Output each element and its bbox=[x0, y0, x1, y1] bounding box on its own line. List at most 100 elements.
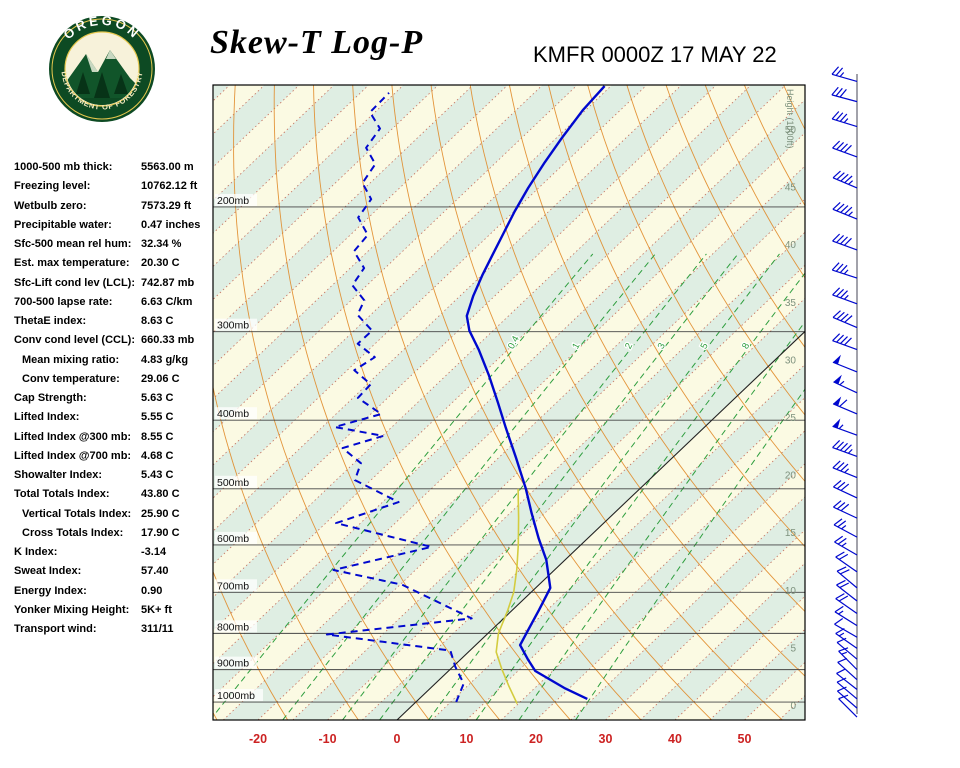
wind-barb bbox=[832, 233, 858, 251]
index-label: 700-500 lapse rate: bbox=[14, 295, 113, 308]
index-label: Energy Index: bbox=[14, 584, 87, 597]
svg-text:30: 30 bbox=[599, 732, 613, 746]
index-row: Mean mixing ratio: 4.83 g/kg bbox=[14, 354, 214, 373]
zero-isotherm bbox=[396, 330, 805, 720]
index-label: K Index: bbox=[14, 546, 58, 558]
wind-barb bbox=[832, 440, 858, 457]
index-value: 20.30 C bbox=[141, 257, 180, 270]
index-value: 43.80 C bbox=[141, 488, 180, 501]
svg-text:800mb: 800mb bbox=[217, 621, 249, 633]
index-value: 311/11 bbox=[141, 623, 174, 635]
index-label: ThetaE index: bbox=[14, 315, 87, 327]
svg-text:20: 20 bbox=[785, 471, 797, 482]
svg-text:5: 5 bbox=[790, 643, 796, 654]
index-label: Lifted Index @300 mb: bbox=[14, 430, 132, 443]
index-value: 5563.00 m bbox=[141, 161, 194, 173]
index-value: 5.55 C bbox=[141, 411, 174, 424]
index-value: 25.90 C bbox=[141, 507, 180, 520]
svg-text:600mb: 600mb bbox=[217, 533, 249, 545]
svg-text:30: 30 bbox=[785, 355, 797, 366]
index-row: Transport wind: 311/11 bbox=[14, 623, 214, 642]
wind-barb bbox=[831, 262, 858, 279]
svg-text:500mb: 500mb bbox=[217, 477, 249, 489]
wind-barb bbox=[832, 333, 858, 351]
index-row: Cross Totals Index: 17.90 C bbox=[14, 527, 214, 546]
index-value: 29.06 C bbox=[141, 372, 180, 385]
index-value: 5K+ ft bbox=[141, 603, 172, 616]
logo-gold-ring bbox=[51, 18, 153, 120]
dry-adiabats bbox=[213, 85, 805, 720]
wind-barb bbox=[833, 500, 858, 519]
wind-barb bbox=[835, 593, 858, 615]
wind-barb bbox=[837, 657, 858, 681]
chart-title: Skew-T Log-P bbox=[210, 24, 424, 61]
wind-barb bbox=[834, 617, 858, 638]
svg-text:1000mb: 1000mb bbox=[217, 690, 255, 702]
index-value: -3.14 bbox=[141, 546, 167, 558]
index-value: 57.40 bbox=[141, 565, 169, 578]
wind-barb bbox=[834, 605, 858, 627]
index-value: 17.90 C bbox=[141, 526, 180, 539]
wind-barb bbox=[832, 310, 858, 329]
logo-forest-icon bbox=[66, 50, 138, 105]
wind-barb bbox=[832, 140, 858, 158]
index-value: 5.43 C bbox=[141, 469, 174, 481]
wind-barb bbox=[831, 86, 858, 103]
index-label: Conv cond level (CCL): bbox=[14, 334, 136, 347]
svg-text:-20: -20 bbox=[249, 732, 267, 746]
wind-barb bbox=[831, 111, 858, 128]
wind-barb bbox=[836, 686, 858, 709]
index-row: Sfc-Lift cond lev (LCL): 742.87 mb bbox=[14, 277, 214, 296]
wind-barb-column bbox=[831, 66, 858, 718]
parcel-path bbox=[495, 488, 520, 704]
index-row: 1000-500 mb thick: 5563.00 m bbox=[14, 161, 214, 180]
wind-barb bbox=[836, 566, 858, 589]
wind-barb bbox=[832, 287, 858, 305]
wind-barb bbox=[832, 460, 858, 479]
svg-text:40: 40 bbox=[668, 732, 682, 746]
index-value: 32.34 % bbox=[141, 238, 182, 250]
index-row: ThetaE index: 8.63 C bbox=[14, 315, 214, 334]
svg-text:400mb: 400mb bbox=[217, 408, 249, 420]
wind-barb bbox=[832, 202, 858, 220]
index-row: Total Totals Index: 43.80 C bbox=[14, 488, 214, 507]
station-id: KMFR 0000Z 17 MAY 22 bbox=[533, 42, 777, 67]
index-value: 0.90 bbox=[141, 584, 163, 597]
index-value: 8.63 C bbox=[141, 315, 174, 327]
index-row: Cap Strength: 5.63 C bbox=[14, 392, 214, 411]
index-row: Wetbulb zero: 7573.29 ft bbox=[14, 200, 214, 219]
index-row: Freezing level: 10762.12 ft bbox=[14, 180, 214, 199]
svg-text:50: 50 bbox=[738, 732, 752, 746]
dewpoint-profile bbox=[325, 92, 473, 703]
index-value: 7573.29 ft bbox=[141, 199, 192, 212]
svg-text:40: 40 bbox=[785, 240, 797, 251]
index-label: 1000-500 mb thick: bbox=[14, 161, 113, 173]
index-row: Lifted Index: 5.55 C bbox=[14, 411, 214, 430]
index-label: Showalter Index: bbox=[14, 469, 103, 481]
index-label: Transport wind: bbox=[14, 623, 97, 635]
wind-barb bbox=[834, 535, 858, 556]
index-label: Freezing level: bbox=[14, 180, 91, 193]
index-row: Lifted Index @700 mb: 4.68 C bbox=[14, 450, 214, 469]
svg-text:10: 10 bbox=[785, 586, 797, 597]
index-label: Sweat Index: bbox=[14, 565, 82, 578]
odf-logo: OREGON DEPARTMENT OF FORESTRY bbox=[49, 13, 155, 122]
svg-text:0: 0 bbox=[790, 701, 796, 712]
index-label: Sfc-500 mean rel hum: bbox=[14, 238, 132, 250]
wind-barb bbox=[836, 579, 858, 602]
index-value: 4.68 C bbox=[141, 449, 174, 462]
index-value: 5.63 C bbox=[141, 392, 174, 404]
svg-text:300mb: 300mb bbox=[217, 320, 249, 332]
index-label: Mean mixing ratio: bbox=[22, 353, 120, 366]
wind-barb bbox=[831, 66, 858, 83]
index-row: Sweat Index: 57.40 bbox=[14, 565, 214, 584]
wind-barb bbox=[835, 551, 858, 573]
index-label: Est. max temperature: bbox=[14, 257, 130, 270]
index-row: Conv temperature: 29.06 C bbox=[14, 373, 214, 392]
index-row: Showalter Index: 5.43 C bbox=[14, 469, 214, 488]
index-row: Lifted Index @300 mb: 8.55 C bbox=[14, 431, 214, 450]
index-label: Vertical Totals Index: bbox=[22, 507, 132, 520]
index-row: 700-500 lapse rate: 6.63 C/km bbox=[14, 296, 214, 315]
pressure-lines bbox=[213, 206, 805, 703]
